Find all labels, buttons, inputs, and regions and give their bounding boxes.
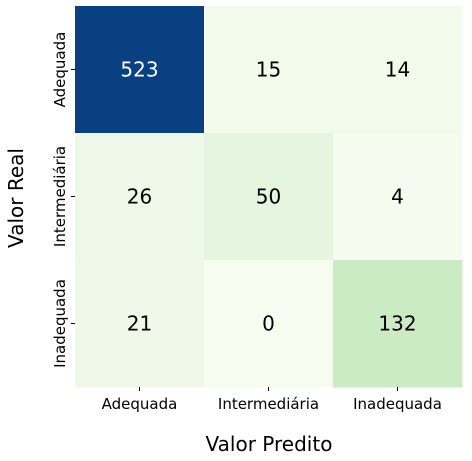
heatmap-cell	[204, 133, 334, 261]
heatmap-cell	[204, 6, 334, 134]
heatmap-cell	[75, 6, 205, 134]
heatmap-cell	[333, 260, 463, 388]
y-axis-title: Valor Real	[4, 148, 28, 248]
cell-value-label: 4	[391, 185, 404, 209]
heatmap-cell	[204, 260, 334, 388]
cell-value-label: 132	[378, 312, 416, 336]
x-tick-label: Intermediária	[218, 395, 319, 413]
cell-value-label: 21	[127, 312, 152, 336]
x-axis-title: Valor Predito	[206, 432, 333, 456]
x-tick-label: Inadequada	[353, 395, 442, 413]
cell-value-label: 523	[120, 58, 158, 82]
heatmap-annotations: 523 15 14 26 50 4 21 0 132	[120, 58, 416, 336]
heatmap-cell	[333, 133, 463, 261]
y-tick-label: Adequada	[51, 32, 69, 108]
heatmap-cell	[75, 133, 205, 261]
cell-value-label: 14	[385, 58, 410, 82]
x-tick-label: Adequada	[102, 395, 178, 413]
y-axis-ticks: Adequada Intermediária Inadequada	[51, 32, 75, 368]
heatmap-cell	[333, 6, 463, 134]
cell-value-label: 15	[256, 58, 281, 82]
y-tick-label: Intermediária	[51, 146, 69, 247]
heatmap-cells	[75, 6, 463, 388]
heatmap-cell	[75, 260, 205, 388]
y-tick-label: Inadequada	[51, 279, 69, 368]
x-axis-ticks: Adequada Intermediária Inadequada	[102, 387, 442, 413]
cell-value-label: 50	[256, 185, 281, 209]
cell-value-label: 0	[262, 312, 275, 336]
cell-value-label: 26	[127, 185, 152, 209]
